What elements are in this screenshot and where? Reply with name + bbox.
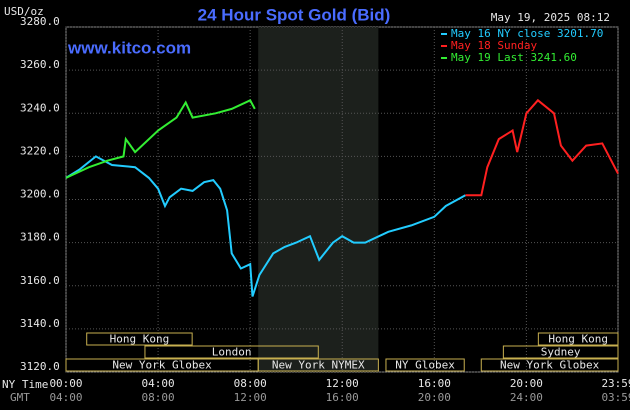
session-label: Sydney <box>541 346 581 359</box>
y-tick-label: 3220.0 <box>20 144 60 157</box>
x-tick-label: 12:00 <box>326 377 359 390</box>
legend-label: May 16 NY close 3201.70 <box>451 27 603 40</box>
x2-label: GMT <box>10 391 30 404</box>
x-label: NY Time <box>2 378 48 391</box>
legend-swatch <box>441 45 447 47</box>
y-tick-label: 3260.0 <box>20 58 60 71</box>
session-box <box>385 358 465 372</box>
gmt-tick-label: 16:00 <box>326 391 359 404</box>
session-box <box>144 345 319 359</box>
y-tick-label: 3200.0 <box>20 188 60 201</box>
y-tick-label: 3180.0 <box>20 231 60 244</box>
gmt-tick-label: 03:59 <box>601 391 630 404</box>
gmt-tick-label: 04:00 <box>49 391 82 404</box>
gmt-tick-label: 20:00 <box>418 391 451 404</box>
y-tick-label: 3140.0 <box>20 317 60 330</box>
session-label: NY Globex <box>395 359 455 372</box>
x-tick-label: 16:00 <box>418 377 451 390</box>
chart-title: 24 Hour Spot Gold (Bid) <box>198 5 391 24</box>
session-box <box>502 345 619 359</box>
price-line <box>465 98 619 197</box>
session-label: Hong Kong <box>548 333 608 346</box>
session-box <box>257 358 379 372</box>
session-box <box>537 332 619 346</box>
x-tick-label: 08:00 <box>234 377 267 390</box>
price-line <box>65 155 466 297</box>
session-label: New York NYMEX <box>272 359 365 372</box>
session-box <box>480 358 619 372</box>
y-tick-label: 3120.0 <box>20 360 60 373</box>
x-tick-label: 20:00 <box>510 377 543 390</box>
y-tick-label: 3240.0 <box>20 101 60 114</box>
x-tick-label: 04:00 <box>142 377 175 390</box>
timestamp: May 19, 2025 08:12 <box>491 11 610 24</box>
session-label: New York Globex <box>500 359 600 372</box>
session-box <box>86 332 193 346</box>
price-line <box>65 98 256 179</box>
y-unit: USD/oz <box>4 5 44 18</box>
legend-label: May 18 Sunday <box>451 39 537 52</box>
gmt-tick-label: 24:00 <box>510 391 543 404</box>
legend-swatch <box>441 57 447 59</box>
gmt-tick-label: 08:00 <box>142 391 175 404</box>
x-tick-label: 00:00 <box>49 377 82 390</box>
session-label: New York Globex <box>112 359 212 372</box>
gmt-tick-label: 12:00 <box>234 391 267 404</box>
session-label: London <box>212 346 252 359</box>
session-label: Hong Kong <box>110 333 170 346</box>
y-tick-label: 3160.0 <box>20 274 60 287</box>
legend-swatch <box>441 33 447 35</box>
legend-label: May 19 Last 3241.60 <box>451 51 577 64</box>
y-tick-label: 3280.0 <box>20 15 60 28</box>
x-tick-label: 23:59 <box>601 377 630 390</box>
watermark: www.kitco.com <box>67 38 191 57</box>
